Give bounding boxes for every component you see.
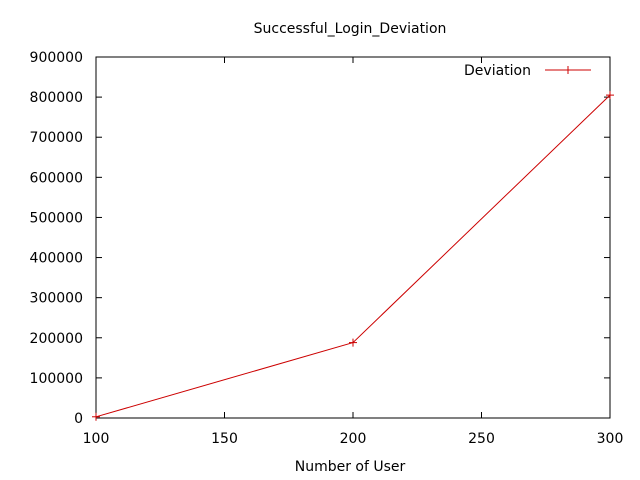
y-tick-label: 900000 (30, 50, 83, 66)
y-tick-label: 800000 (30, 90, 83, 106)
legend-label-deviation: Deviation (464, 63, 531, 79)
legend-plus-marker (564, 66, 572, 74)
data-point-marker (606, 91, 614, 100)
series-line-deviation (95, 94, 611, 418)
y-tick-label: 100000 (30, 371, 83, 387)
plot-frame (95, 56, 611, 419)
data-point-marker (92, 412, 100, 421)
x-tick-label: 100 (83, 431, 110, 447)
y-tick-label: 400000 (30, 251, 83, 267)
y-tick-label: 200000 (30, 331, 83, 347)
y-tick-label: 0 (74, 411, 83, 427)
y-tick-label: 700000 (30, 130, 83, 146)
y-tick-label: 500000 (30, 210, 83, 226)
x-tick-label: 200 (340, 431, 367, 447)
legend-marker-deviation (564, 66, 572, 74)
x-axis: 100 150 200 250 300 (83, 57, 624, 447)
x-tick-label: 250 (468, 431, 495, 447)
series-layer (92, 91, 614, 421)
x-tick-label: 150 (211, 431, 238, 447)
chart-title: Successful_Login_Deviation (254, 21, 447, 37)
y-tick-label: 300000 (30, 291, 83, 307)
y-axis: 0 100000 200000 300000 400000 500000 600000 700… (30, 50, 610, 427)
x-axis-label: Number of User (295, 459, 406, 475)
legend: Deviation (464, 63, 591, 79)
data-point-marker (349, 338, 357, 347)
y-tick-label: 600000 (30, 170, 83, 186)
x-tick-label: 300 (597, 431, 624, 447)
